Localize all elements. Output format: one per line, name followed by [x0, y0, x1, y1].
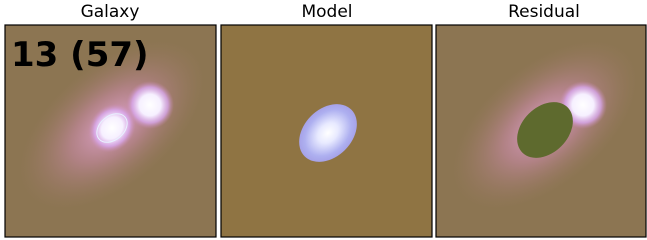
model-image: [221, 25, 432, 237]
figure: Galaxy Model Residual 13 (57): [0, 0, 647, 240]
object-label: 13 (57): [11, 35, 149, 75]
residual-image: [422, 8, 647, 240]
panel-title: Residual: [508, 2, 580, 22]
panel-title: Galaxy: [81, 2, 140, 22]
panel-title: Model: [301, 2, 352, 22]
